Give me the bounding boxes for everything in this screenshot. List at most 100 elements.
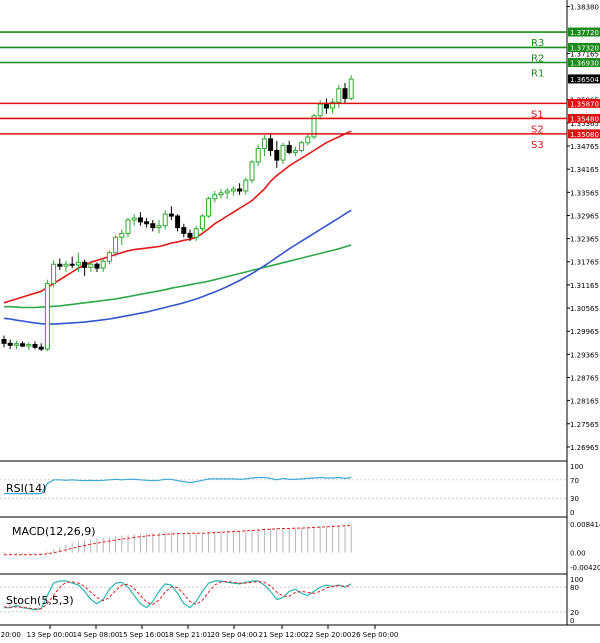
candle-body (274, 149, 280, 161)
candle-body (82, 261, 88, 268)
rsi-title: RSI(14) (6, 482, 46, 495)
candle-body (7, 342, 13, 346)
candle-body (286, 144, 292, 153)
level-name-r2: R2 (531, 53, 544, 64)
rsi-tick-label: 30 (570, 495, 579, 503)
candle-body (94, 263, 100, 269)
level-price-label: 1.35870 (570, 100, 599, 108)
candle-body (330, 101, 336, 109)
level-price-badge (568, 42, 600, 52)
rsi-panel: RSI(14) (0, 476, 567, 499)
candle-body (193, 228, 199, 238)
rsi-tick-label: 70 (570, 477, 579, 485)
candle-body (150, 223, 156, 229)
candle-body (348, 78, 354, 99)
candle-body (13, 343, 19, 346)
candle-body (20, 343, 26, 347)
candle-body (243, 179, 249, 192)
macd-tick-label: -0.004203 (570, 564, 600, 572)
time-tick-label: 14 Sep 08:00 (73, 631, 120, 639)
main-price-panel: R3 R2 R1 S1 S2 S3 (0, 31, 567, 352)
moving-average-green-line (4, 244, 352, 309)
candle-body (63, 263, 69, 267)
candle-body (224, 190, 230, 194)
price-tick-label: 1.28165 (570, 398, 599, 406)
candle-body (119, 232, 125, 238)
candle-body (292, 149, 298, 153)
candle-body (323, 103, 329, 109)
price-tick-label: 1.34765 (570, 143, 599, 151)
candle-body (311, 115, 317, 138)
stoch-tick-label: 80 (570, 584, 579, 592)
price-tick-label: 1.29365 (570, 351, 599, 359)
macd-tick-label: 0.00 (570, 550, 586, 558)
level-price-label: 1.37320 (570, 44, 599, 52)
level-price-label: 1.37720 (570, 29, 599, 37)
candle-body (317, 103, 323, 117)
candle-body (305, 136, 311, 144)
candle-body (336, 88, 342, 103)
candle-body (38, 346, 44, 350)
candle-body (1, 338, 7, 344)
level-name-r1: R1 (531, 68, 544, 79)
candle-body (26, 343, 32, 347)
candle-body (230, 188, 236, 192)
price-tick-label: 1.29965 (570, 328, 599, 336)
candle-body (237, 188, 243, 192)
candle-body (137, 217, 143, 223)
candle-body (51, 263, 57, 285)
candle-body (299, 142, 305, 151)
level-price-badge (568, 98, 600, 108)
level-price-label: 1.35480 (570, 115, 599, 123)
macd-signal-line (4, 524, 352, 556)
level-name-r3: R3 (531, 38, 544, 49)
price-tick-label: 1.28765 (570, 374, 599, 382)
level-price-label: 1.35080 (570, 131, 599, 139)
moving-average-red-line (3, 130, 352, 304)
candle-body (32, 343, 38, 348)
stoch-tick-label: 100 (570, 576, 583, 584)
stoch-title: Stoch(5,5,3) (6, 594, 74, 607)
candle-body (249, 161, 255, 181)
candle-body (218, 192, 224, 196)
candle-body (100, 260, 106, 269)
candle-body (280, 144, 286, 161)
current-price-label: 1.36504 (570, 76, 599, 84)
time-tick-label: 15 Sep 16:00 (119, 631, 166, 639)
candle-body (57, 263, 63, 267)
level-price-badge (568, 27, 600, 37)
rsi-tick-label: 100 (570, 463, 583, 471)
current-price-badge (568, 74, 600, 84)
time-tick-label: 26 Sep 00:00 (352, 631, 399, 639)
rsi-tick-label: 0 (570, 509, 574, 517)
price-tick-label: 1.31165 (570, 282, 599, 290)
time-tick-label: 22 Sep 20:00 (305, 631, 352, 639)
candle-body (342, 88, 348, 99)
time-tick-label: p 20:00 (0, 631, 21, 639)
candle-body (69, 263, 75, 266)
candle-body (181, 227, 187, 234)
level-price-badge (568, 129, 600, 139)
price-tick-label: 1.32365 (570, 236, 599, 244)
level-price-label: 1.36930 (570, 59, 599, 67)
candle-body (168, 213, 174, 217)
price-tick-label: 1.38380 (570, 4, 599, 12)
candle-body (162, 213, 168, 227)
stoch-signal-line (3, 580, 352, 610)
candle-body (268, 138, 274, 151)
candle-body (199, 215, 205, 230)
stoch-main-line (4, 580, 352, 611)
stoch-tick-label: 20 (570, 609, 579, 617)
price-tick-label: 1.37165 (570, 50, 599, 58)
candle-body (125, 219, 131, 234)
rsi-line (4, 476, 352, 495)
candle-body (113, 236, 119, 254)
macd-title: MACD(12,26,9) (12, 525, 96, 538)
price-tick-label: 1.31765 (570, 259, 599, 267)
time-tick-label: 18 Sep 21:01 (165, 631, 212, 639)
level-price-badge (568, 113, 600, 123)
time-tick-label: 20 Sep 04:00 (211, 631, 258, 639)
price-tick-label: 1.32965 (570, 212, 599, 220)
price-tick-label: 1.35365 (570, 120, 599, 128)
